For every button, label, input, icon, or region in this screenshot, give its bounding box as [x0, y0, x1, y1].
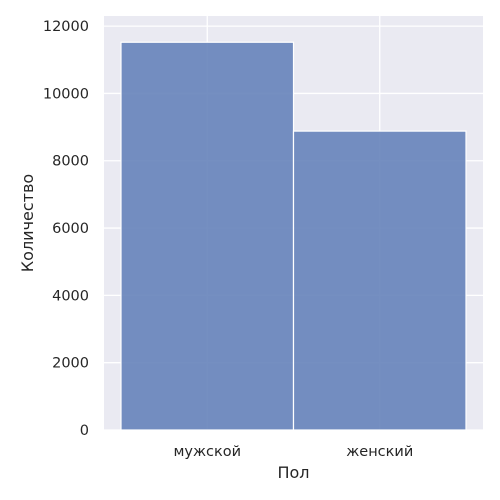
- y-tick-label: 8000: [52, 154, 89, 170]
- y-axis-label: Количество: [18, 174, 37, 272]
- y-tick-labels: 0 2000 4000 6000 8000 10000 12000: [43, 19, 89, 439]
- y-tick-label: 0: [80, 423, 89, 439]
- bar-1: [120, 41, 295, 431]
- y-tick-label: 2000: [52, 356, 89, 372]
- bars: [120, 41, 467, 431]
- x-tick-labels: мужской женский: [173, 444, 413, 460]
- x-tick-label: женский: [346, 444, 413, 460]
- y-tick-label: 6000: [52, 221, 89, 237]
- bar-2: [292, 130, 467, 431]
- y-tick-label: 10000: [43, 86, 89, 102]
- x-tick-label: мужской: [173, 444, 241, 460]
- x-axis-label: Пол: [277, 463, 309, 482]
- y-tick-label: 12000: [43, 19, 89, 35]
- y-tick-label: 4000: [52, 288, 89, 304]
